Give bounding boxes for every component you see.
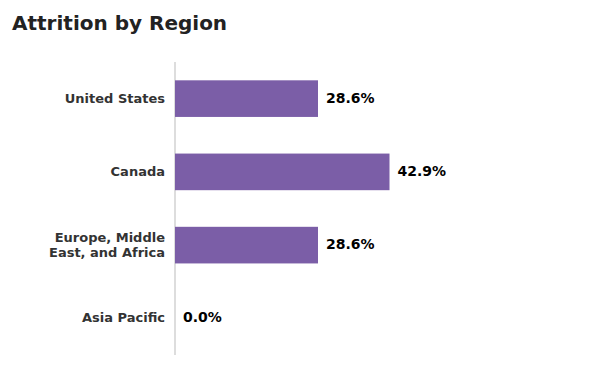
- bars: [175, 80, 390, 263]
- bar: [175, 300, 176, 337]
- chart-container: Attrition by Region United States Canada Eu…: [0, 0, 600, 371]
- data-label: 0.0%: [183, 309, 222, 325]
- title: Attrition by Region: [12, 11, 227, 35]
- category-label: Canada: [111, 163, 165, 178]
- category-label-line: Canada: [111, 163, 165, 178]
- bar: [175, 227, 318, 264]
- category-label: Asia Pacific: [82, 310, 165, 325]
- data-label: 28.6%: [326, 236, 375, 252]
- bar: [175, 80, 318, 117]
- category-label: Europe, MiddleEast, and Africa: [49, 229, 165, 259]
- category-label: United States: [65, 90, 166, 105]
- category-label-line: United States: [65, 90, 166, 105]
- category-label-line: Asia Pacific: [82, 310, 165, 325]
- category-label-line: Europe, Middle: [55, 229, 166, 244]
- data-label: 42.9%: [398, 163, 447, 179]
- bar: [175, 154, 390, 191]
- category-label-line: East, and Africa: [49, 244, 165, 259]
- chart-svg: Attrition by Region United States Canada Eu…: [0, 0, 600, 371]
- data-label: 28.6%: [326, 90, 375, 106]
